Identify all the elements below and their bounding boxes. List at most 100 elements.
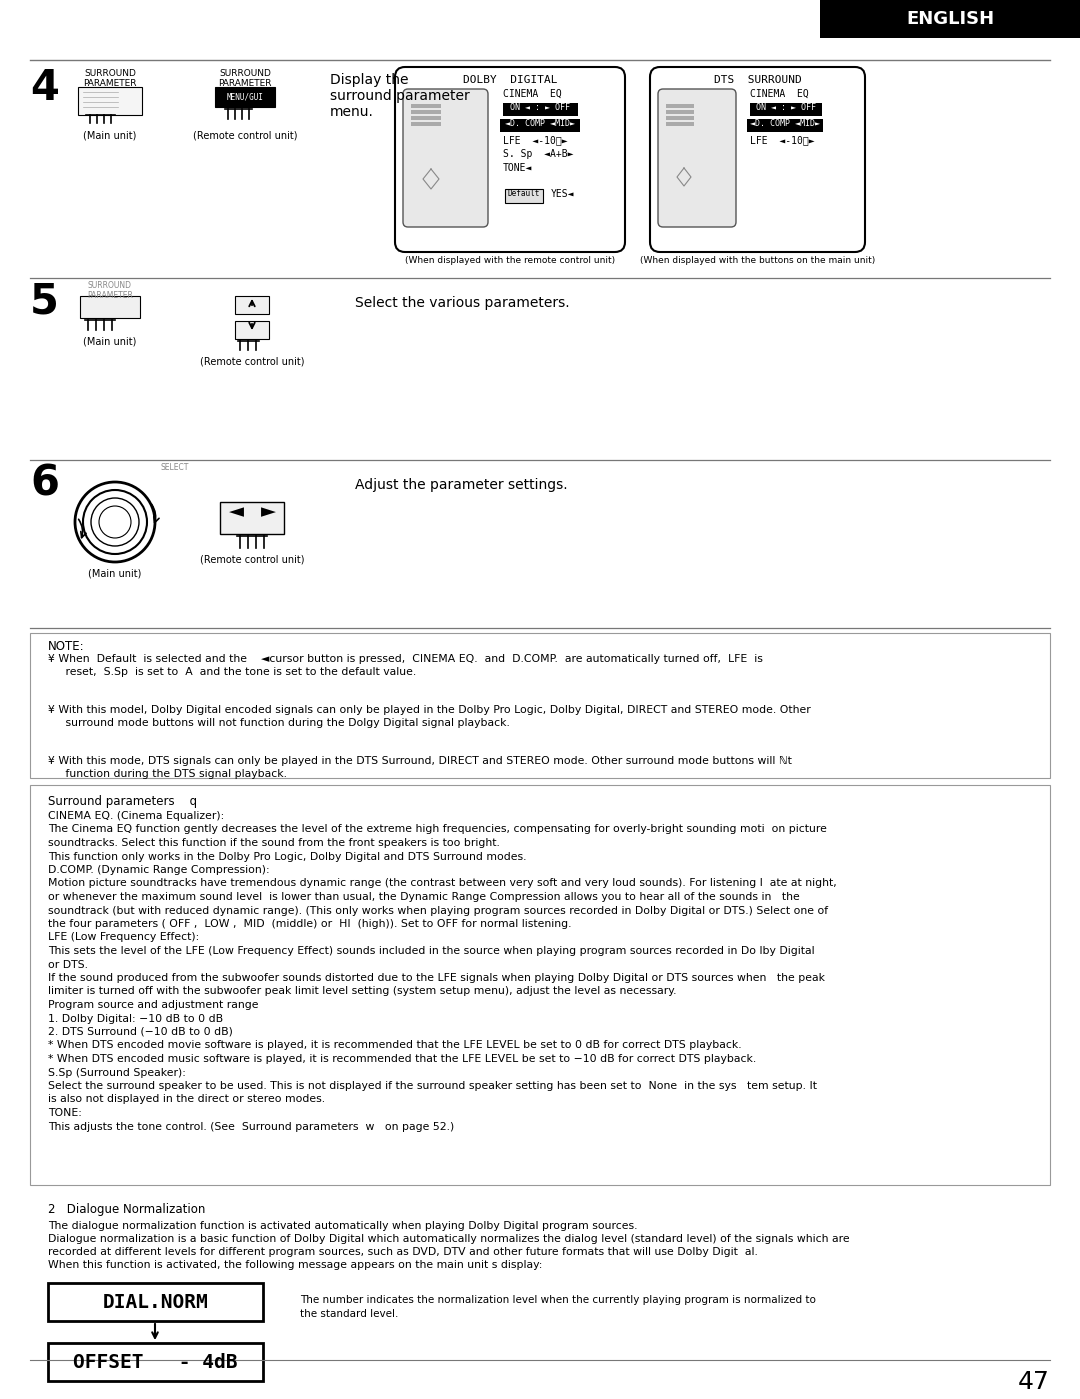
Bar	[30, 785, 1050, 1185]
Bar	[215, 87, 275, 106]
Circle shape	[690, 136, 700, 145]
Text: TONE◄: TONE◄	[503, 164, 532, 173]
Text: or whenever the maximum sound level  is lower than usual, the Dynamic Range Comp: or whenever the maximum sound level is l…	[48, 893, 800, 902]
Text: Adjust the parameter settings.: Adjust the parameter settings.	[355, 478, 568, 492]
Text: limiter is turned off with the subwoofer peak limit level setting (system setup : limiter is turned off with the subwoofer…	[48, 986, 676, 996]
Bar	[411, 122, 441, 126]
FancyBboxPatch shape	[650, 67, 865, 252]
Bar	[666, 116, 694, 120]
Text: When this function is activated, the following message appears on the main unit : When this function is activated, the fol…	[48, 1260, 542, 1270]
Text: 1. Dolby Digital: −10 dB to 0 dB: 1. Dolby Digital: −10 dB to 0 dB	[48, 1013, 224, 1024]
Bar	[48, 1283, 264, 1321]
Text: SURROUND
PARAMETER: SURROUND PARAMETER	[218, 69, 272, 88]
Text: (Remote control unit): (Remote control unit)	[200, 554, 305, 564]
Text: SURROUND
PARAMETER: SURROUND PARAMETER	[83, 69, 137, 88]
Text: menu.: menu.	[330, 105, 374, 119]
Text: Select the various parameters.: Select the various parameters.	[355, 297, 569, 311]
Text: LFE (Low Frequency Effect):: LFE (Low Frequency Effect):	[48, 933, 199, 943]
Circle shape	[408, 200, 422, 214]
Text: The number indicates the normalization level when the currently playing program : The number indicates the normalization l…	[300, 1295, 815, 1305]
Text: surround parameter: surround parameter	[330, 90, 470, 104]
Text: 6: 6	[30, 463, 59, 505]
FancyBboxPatch shape	[658, 90, 735, 227]
Bar	[30, 632, 1050, 778]
FancyBboxPatch shape	[403, 90, 488, 227]
Circle shape	[436, 200, 450, 214]
Circle shape	[687, 199, 699, 210]
Text: S.Sp (Surround Speaker):: S.Sp (Surround Speaker):	[48, 1067, 186, 1077]
Text: Dialogue normalization is a basic function of Dolby Digital which automatically : Dialogue normalization is a basic functi…	[48, 1234, 850, 1244]
Text: Surround parameters    q: Surround parameters q	[48, 795, 198, 809]
Bar	[411, 104, 441, 108]
Bar	[411, 116, 441, 120]
Bar	[411, 111, 441, 113]
Text: soundtracks. Select this function if the sound from the front speakers is too br: soundtracks. Select this function if the…	[48, 838, 500, 848]
Text: The dialogue normalization function is activated automatically when playing Dolb: The dialogue normalization function is a…	[48, 1221, 637, 1231]
Text: 2   Dialogue Normalization: 2 Dialogue Normalization	[48, 1203, 205, 1216]
Bar	[505, 189, 543, 203]
Text: LFE  ◄-10㉓►: LFE ◄-10㉓►	[750, 134, 814, 145]
Text: This adjusts the tone control. (See  Surround parameters  w   on page 52.): This adjusts the tone control. (See Surr…	[48, 1122, 455, 1132]
Text: D.COMP. (Dynamic Range Compression):: D.COMP. (Dynamic Range Compression):	[48, 865, 270, 874]
Text: Program source and adjustment range: Program source and adjustment range	[48, 1000, 258, 1010]
Text: 2. DTS Surround (−10 dB to 0 dB): 2. DTS Surround (−10 dB to 0 dB)	[48, 1027, 233, 1037]
Text: ◄D. COMP ◄MID►: ◄D. COMP ◄MID►	[505, 119, 575, 127]
Text: LFE  ◄-10㉓►: LFE ◄-10㉓►	[503, 134, 568, 145]
Text: This sets the level of the LFE (Low Frequency Effect) sounds included in the sou: This sets the level of the LFE (Low Freq…	[48, 946, 814, 956]
Bar	[666, 111, 694, 113]
Text: (Main unit): (Main unit)	[83, 336, 137, 346]
Bar	[220, 502, 284, 534]
Text: 5: 5	[30, 281, 59, 323]
Text: CINEMA EQ. (Cinema Equalizer):: CINEMA EQ. (Cinema Equalizer):	[48, 811, 225, 821]
Text: Select the surround speaker to be used. This is not displayed if the surround sp: Select the surround speaker to be used. …	[48, 1081, 816, 1091]
FancyBboxPatch shape	[395, 67, 625, 252]
Text: * When DTS encoded music software is played, it is recommended that the LFE LEVE: * When DTS encoded music software is pla…	[48, 1053, 756, 1065]
Text: CINEMA  EQ: CINEMA EQ	[503, 90, 562, 99]
Text: function during the DTS signal playback.: function during the DTS signal playback.	[48, 769, 287, 779]
Text: (When displayed with the remote control unit): (When displayed with the remote control …	[405, 256, 616, 264]
Text: ◄: ◄	[229, 502, 243, 520]
Circle shape	[438, 139, 450, 150]
Text: (Main unit): (Main unit)	[89, 568, 141, 578]
Text: ►: ►	[260, 502, 275, 520]
Text: OFFSET   - 4dB: OFFSET - 4dB	[73, 1353, 238, 1371]
Text: recorded at different levels for different program sources, such as DVD, DTV and: recorded at different levels for differe…	[48, 1247, 758, 1256]
Text: 47: 47	[1018, 1370, 1050, 1393]
Bar	[666, 104, 694, 108]
Text: reset,  S.Sp  is set to  A  and the tone is set to the default value.: reset, S.Sp is set to A and the tone is …	[48, 667, 416, 677]
Bar	[48, 1343, 264, 1381]
Circle shape	[666, 136, 676, 145]
Text: surround mode buttons will not function during the Dolgy Digital signal playback: surround mode buttons will not function …	[48, 718, 510, 727]
Bar	[235, 320, 269, 339]
Text: Display the: Display the	[330, 73, 408, 87]
Bar	[747, 119, 823, 132]
Text: ¥ With this mode, DTS signals can only be played in the DTS Surround, DIRECT and: ¥ With this mode, DTS signals can only b…	[48, 755, 792, 767]
Text: CINEMA  EQ: CINEMA EQ	[750, 90, 809, 99]
Circle shape	[426, 139, 437, 150]
Text: NOTE:: NOTE:	[48, 639, 84, 653]
Text: MENU/GUI: MENU/GUI	[227, 92, 264, 102]
Text: S. Sp  ◄A+B►: S. Sp ◄A+B►	[503, 150, 573, 159]
Bar	[750, 104, 822, 116]
Text: The Cinema EQ function gently decreases the level of the extreme high frequencie: The Cinema EQ function gently decreases …	[48, 824, 827, 834]
Text: TONE:: TONE:	[48, 1108, 82, 1118]
Text: the standard level.: the standard level.	[300, 1309, 399, 1319]
Text: soundtrack (but with reduced dynamic range). (This only works when playing progr: soundtrack (but with reduced dynamic ran…	[48, 905, 828, 915]
Bar	[80, 297, 140, 318]
Text: is also not displayed in the direct or stereo modes.: is also not displayed in the direct or s…	[48, 1094, 325, 1104]
Circle shape	[411, 139, 424, 150]
Bar	[78, 87, 141, 115]
Text: ¥ When  Default  is selected and the    ◄cursor button is pressed,  CINEMA EQ.  : ¥ When Default is selected and the ◄curs…	[48, 653, 762, 665]
Text: YES◄: YES◄	[551, 189, 575, 199]
Text: DTS  SURROUND: DTS SURROUND	[714, 76, 801, 85]
Text: (Main unit): (Main unit)	[83, 130, 137, 140]
Bar	[820, 0, 1080, 38]
Bar	[235, 297, 269, 313]
Circle shape	[677, 136, 687, 145]
Text: ENGLISH: ENGLISH	[906, 10, 994, 28]
Bar	[503, 104, 578, 116]
Text: * When DTS encoded movie software is played, it is recommended that the LFE LEVE: * When DTS encoded movie software is pla…	[48, 1041, 742, 1051]
Bar	[500, 119, 580, 132]
Text: 4: 4	[30, 67, 59, 109]
Text: This function only works in the Dolby Pro Logic, Dolby Digital and DTS Surround : This function only works in the Dolby Pr…	[48, 852, 527, 862]
